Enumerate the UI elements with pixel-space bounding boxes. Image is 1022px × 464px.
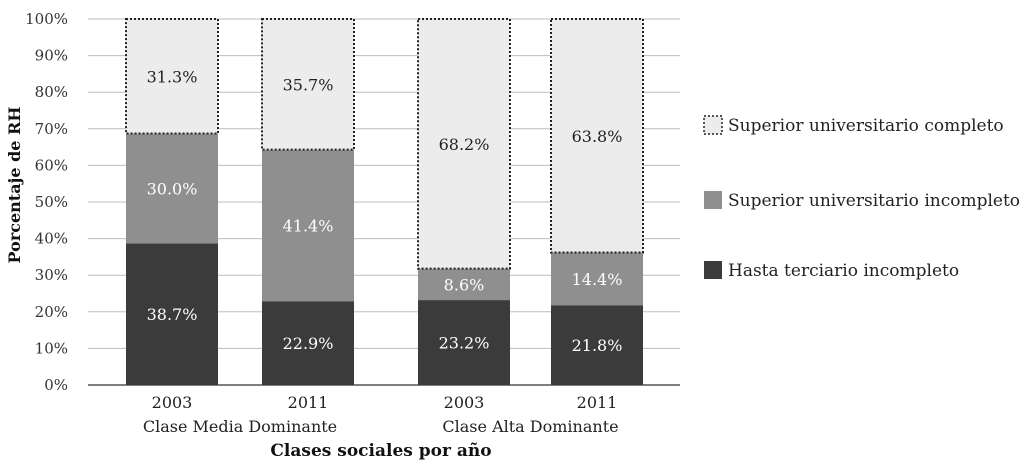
y-tick-label: 100% [25, 10, 68, 28]
group-label: Clase Alta Dominante [442, 417, 618, 436]
data-label: 21.8% [572, 336, 623, 355]
x-tick-label: 2011 [577, 393, 618, 412]
bar-segment [550, 18, 644, 254]
data-label: 23.2% [439, 334, 490, 353]
legend-label: Superior universitario completo [728, 116, 1004, 136]
bar-segment [262, 149, 354, 302]
y-tick-label: 90% [35, 47, 68, 65]
y-tick-label: 50% [35, 193, 68, 211]
y-tick-label: 20% [35, 303, 68, 321]
bar-segment [551, 305, 643, 385]
y-tick-label: 0% [44, 376, 68, 394]
x-tick-label: 2003 [444, 393, 485, 412]
y-tick-label: 10% [35, 339, 68, 357]
y-tick-label: 40% [35, 230, 68, 248]
bar-segment [418, 300, 510, 385]
data-label: 31.3% [147, 67, 198, 86]
legend-swatch [704, 191, 722, 209]
y-tick-label: 80% [35, 83, 68, 101]
bar-segment [418, 268, 510, 301]
bar-segment [417, 18, 511, 270]
data-label: 38.7% [147, 305, 198, 324]
bar-segment [125, 18, 219, 135]
bar-segment [126, 133, 218, 244]
data-label: 41.4% [283, 216, 334, 235]
data-label: 68.2% [439, 135, 490, 154]
y-axis-label: Porcentaje de RH [5, 107, 24, 264]
bar-segment [551, 252, 643, 306]
group-label: Clase Media Dominante [143, 417, 337, 436]
legend-label: Hasta terciario incompleto [728, 261, 959, 281]
legend-swatch [703, 115, 723, 135]
legend-swatch [704, 261, 722, 279]
bar-segment [262, 301, 354, 385]
x-tick-label: 2011 [288, 393, 329, 412]
legend-label: Superior universitario incompleto [728, 191, 1020, 211]
bar-segment [261, 18, 355, 151]
legend: Superior universitario completo Superior … [703, 115, 1020, 281]
y-tick-label: 60% [35, 156, 68, 174]
y-tick-label: 70% [35, 120, 68, 138]
data-label: 14.4% [572, 270, 623, 289]
x-tick-label: 2003 [152, 393, 193, 412]
data-label: 30.0% [147, 179, 198, 198]
bars: 38.7% 30.0% 31.3% 22.9% 41.4% 35.7% 23.2% 8.6% 6… [125, 18, 644, 385]
data-label: 22.9% [283, 334, 334, 353]
data-label: 8.6% [444, 275, 485, 294]
y-axis-ticks: 0% 10% 20% 30% 40% 50% 60% 70% 80% 90% 100% [25, 10, 68, 394]
bar-segment [126, 243, 218, 385]
data-label: 35.7% [283, 75, 334, 94]
x-axis-categories: 2003 2011 2003 2011 Clase Media Dominante Cla… [143, 393, 619, 436]
x-axis-label: Clases sociales por año [270, 441, 491, 461]
data-label: 63.8% [572, 127, 623, 146]
y-tick-label: 30% [35, 266, 68, 284]
